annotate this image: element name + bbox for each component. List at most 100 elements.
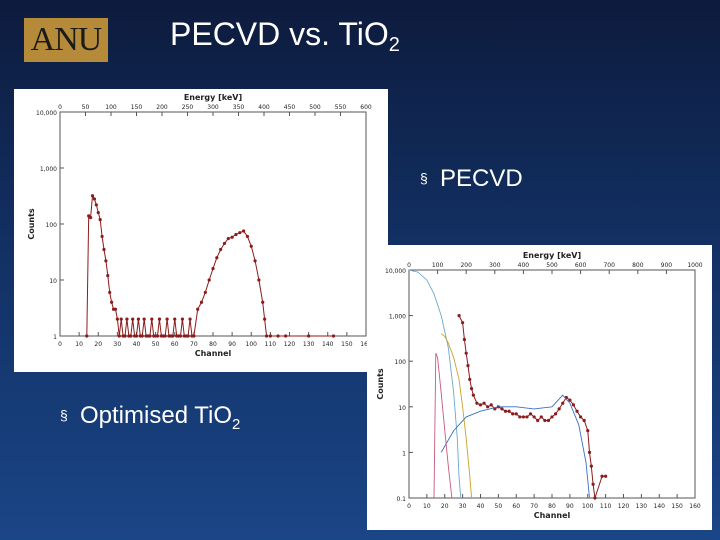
- top-axis-title: Energy [keV]: [523, 251, 581, 260]
- data-point: [539, 415, 543, 419]
- data-point: [98, 217, 102, 222]
- x-tick-label: 90: [228, 341, 236, 348]
- data-point: [203, 290, 207, 295]
- data-point: [104, 259, 108, 263]
- x-tick-label: 0: [58, 341, 62, 348]
- data-point: [148, 334, 152, 338]
- data-point: [582, 418, 586, 423]
- data-point: [521, 415, 525, 419]
- top-tick-label: 550: [335, 104, 347, 111]
- x-tick-label: 70: [530, 503, 538, 510]
- data-point: [525, 415, 529, 419]
- data-point: [186, 334, 190, 338]
- data-point: [503, 409, 508, 413]
- top-tick-label: 1000: [687, 262, 702, 269]
- data-point: [207, 278, 211, 282]
- series-line: [408, 269, 462, 499]
- data-point: [136, 317, 141, 321]
- data-point: [165, 317, 169, 321]
- data-point: [514, 412, 518, 416]
- y-tick-label: 10,000: [36, 110, 57, 117]
- data-point: [500, 407, 504, 411]
- data-point: [478, 403, 483, 407]
- data-point: [245, 234, 250, 239]
- data-point: [257, 278, 261, 282]
- top-tick-label: 350: [233, 104, 245, 111]
- data-point: [180, 317, 184, 321]
- x-tick-label: 150: [671, 503, 683, 510]
- y-tick-label: 0.1: [396, 496, 406, 503]
- data-point: [568, 398, 572, 402]
- data-point: [550, 415, 554, 419]
- data-point: [125, 317, 129, 321]
- data-point: [589, 464, 593, 468]
- x-tick-label: 10: [75, 341, 83, 348]
- y-tick-label: 1,000: [40, 166, 57, 173]
- x-axis-title: Channel: [534, 511, 571, 520]
- data-point: [276, 334, 280, 338]
- top-tick-label: 300: [489, 262, 501, 269]
- data-point: [263, 317, 267, 321]
- top-tick-label: 250: [182, 104, 194, 111]
- top-tick-label: 0: [58, 104, 62, 111]
- top-tick-label: 900: [661, 262, 673, 269]
- x-tick-label: 10: [423, 503, 431, 510]
- data-point: [489, 403, 493, 407]
- data-point: [115, 317, 119, 321]
- x-tick-label: 40: [133, 341, 141, 348]
- top-tick-label: 50: [82, 104, 90, 111]
- data-point: [155, 334, 160, 338]
- data-point: [134, 334, 139, 338]
- data-point: [561, 401, 565, 405]
- data-point: [591, 482, 595, 486]
- data-point: [464, 351, 468, 355]
- data-point: [92, 197, 97, 201]
- y-tick-label: 10: [398, 405, 406, 412]
- data-point: [123, 334, 127, 338]
- data-point: [284, 334, 288, 338]
- x-tick-label: 50: [495, 503, 503, 510]
- x-tick-label: 50: [152, 341, 160, 348]
- top-tick-label: 0: [407, 262, 411, 269]
- data-point: [142, 317, 146, 321]
- page-title: PECVD vs. TiO2: [170, 16, 400, 57]
- data-point: [102, 247, 106, 252]
- data-point: [226, 236, 230, 241]
- x-tick-label: 20: [441, 503, 449, 510]
- top-tick-label: 100: [105, 104, 117, 111]
- data-point: [230, 235, 234, 239]
- top-tick-label: 150: [131, 104, 143, 111]
- top-tick-label: 600: [360, 104, 372, 111]
- data-point: [90, 194, 95, 198]
- chart-panel-tio2: 0.1 1 10 100 1,000 10,000 0 10 20 30 40 50 60 70 80 90 1…: [367, 245, 712, 530]
- top-tick-label: 700: [603, 262, 615, 269]
- data-point: [268, 334, 272, 338]
- data-point: [469, 387, 474, 391]
- data-point: [457, 314, 461, 318]
- x-tick-label: 90: [566, 503, 574, 510]
- data-point: [593, 496, 597, 500]
- x-tick-label: 130: [636, 503, 648, 510]
- x-tick-label: 100: [582, 503, 594, 510]
- data-point: [150, 317, 154, 321]
- top-tick-label: 100: [432, 262, 444, 269]
- data-point: [253, 259, 257, 263]
- x-tick-label: 20: [94, 341, 102, 348]
- data-point: [106, 273, 110, 278]
- x-tick-label: 130: [303, 341, 315, 348]
- anu-logo: ANU: [24, 18, 108, 62]
- data-point: [553, 412, 558, 416]
- series-line: [440, 394, 590, 499]
- x-tick-label: 120: [284, 341, 296, 348]
- top-tick-label: 200: [156, 104, 168, 111]
- data-point: [264, 334, 269, 338]
- bullet-optimised-tio2: § Optimised TiO2: [60, 402, 240, 433]
- x-tick-label: 80: [209, 341, 217, 348]
- series-line: [458, 315, 606, 499]
- data-point: [471, 393, 475, 397]
- data-point: [108, 290, 112, 295]
- x-tick-label: 30: [459, 503, 467, 510]
- data-point: [507, 409, 511, 413]
- y-tick-label: 1: [402, 450, 406, 457]
